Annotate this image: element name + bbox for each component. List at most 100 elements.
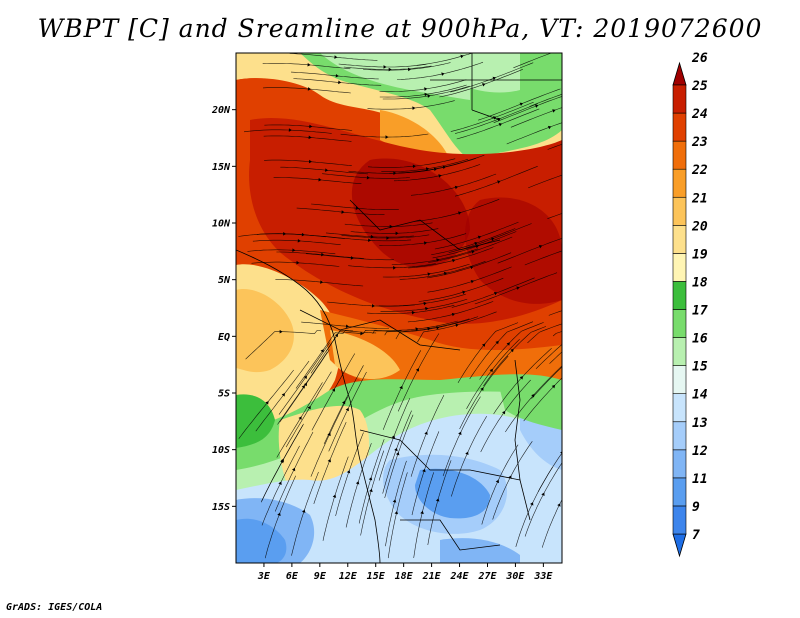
colorbar-label: 19 (692, 247, 708, 262)
colorbar-segment (672, 281, 687, 310)
streamline (290, 71, 379, 80)
streamline (382, 350, 422, 430)
streamline-arrow (568, 336, 571, 339)
streamline-arrow (538, 244, 543, 249)
streamline-arrow (551, 384, 556, 389)
colorbar-label: 18 (692, 275, 708, 290)
streamline-arrow (425, 306, 429, 311)
streamline (537, 452, 562, 492)
colorbar-segment (672, 421, 687, 451)
streamline (382, 410, 412, 494)
streamline (382, 263, 470, 278)
streamline (311, 203, 399, 210)
streamline-arrow (454, 185, 459, 190)
streamline (451, 416, 487, 497)
streamline (396, 61, 484, 80)
colorbar-label: 17 (692, 304, 708, 319)
streamline-arrow (303, 375, 307, 380)
grads-credit: GrADS: IGES/COLA (6, 602, 103, 613)
streamline-arrow (480, 387, 484, 391)
lat-tick-label: 10N (212, 219, 231, 230)
colorbar-label: 21 (691, 191, 708, 206)
streamline-arrow (346, 469, 351, 474)
streamline-arrow (301, 232, 305, 237)
streamline (381, 158, 469, 172)
streamline-arrow (424, 87, 428, 91)
streamline-arrow (455, 323, 459, 328)
streamline (413, 472, 434, 558)
streamline-arrow (458, 211, 462, 215)
streamline (379, 84, 467, 98)
streamline-arrow (308, 135, 312, 140)
streamline (382, 85, 470, 100)
streamline (262, 63, 351, 70)
streamline-arrow (327, 458, 331, 463)
streamline (276, 382, 323, 458)
streamline (247, 249, 336, 255)
streamline-arrow (595, 320, 598, 324)
streamline-arrow (566, 321, 569, 324)
streamline (454, 166, 538, 197)
streamline (397, 333, 440, 412)
streamline-arrow (292, 248, 296, 253)
colorbar-label: 7 (692, 528, 700, 543)
colorbar-label: 20 (691, 219, 708, 234)
streamline (279, 349, 330, 423)
streamline-arrow (552, 109, 556, 113)
streamline-arrow (345, 407, 349, 412)
streamline-arrow (370, 234, 374, 239)
streamline (263, 135, 352, 142)
streamline (408, 247, 494, 269)
streamline-arrow (278, 481, 282, 485)
country-borders (236, 53, 562, 563)
streamline-arrow (334, 333, 338, 338)
streamline (350, 228, 439, 234)
streamline (527, 323, 562, 344)
streamline-arrow (307, 405, 311, 410)
streamline-arrow (301, 385, 305, 389)
streamline (277, 351, 328, 425)
streamline (262, 87, 351, 94)
streamline (363, 62, 451, 71)
lon-tick-label: 18E (395, 571, 414, 582)
colorbar-segment (672, 140, 687, 170)
colorbar-label: 11 (692, 472, 708, 487)
streamline (416, 53, 474, 66)
streamline-arrow (566, 248, 569, 251)
streamline-arrow (570, 171, 573, 174)
streamline (335, 432, 364, 516)
streamline (278, 342, 330, 415)
streamline (493, 96, 562, 123)
streamline-arrow (435, 498, 440, 502)
streamline-arrow (516, 286, 520, 290)
lon-tick-label: 12E (339, 571, 358, 582)
lon-tick-label: 3E (257, 571, 271, 582)
lon-tick-label: 33E (533, 571, 553, 582)
streamline-arrow (423, 301, 427, 306)
streamline (380, 298, 468, 312)
streamline-arrow (331, 388, 336, 392)
streamline (466, 338, 520, 409)
streamline (384, 414, 414, 498)
lon-tick-label: 30E (505, 571, 525, 582)
lat-tick-label: 15S (212, 502, 230, 513)
streamline-arrow (395, 451, 400, 456)
streamline (255, 360, 310, 432)
streamline (524, 250, 562, 266)
streamlines (238, 53, 598, 559)
streamline (547, 143, 562, 150)
streamline (289, 53, 378, 61)
streamline-arrow (415, 368, 420, 372)
streamline-arrow (407, 67, 412, 72)
lon-tick-label: 15E (367, 571, 386, 582)
streamline (450, 62, 534, 93)
streamline-arrow (481, 343, 486, 347)
streamline-arrow (321, 252, 325, 257)
streamline-arrow (393, 171, 397, 176)
streamline (513, 53, 553, 69)
streamline (528, 174, 562, 189)
colorbar-segment (672, 533, 687, 558)
streamline (510, 107, 562, 128)
streamline-arrow (498, 122, 503, 127)
streamline-arrow (497, 180, 501, 184)
